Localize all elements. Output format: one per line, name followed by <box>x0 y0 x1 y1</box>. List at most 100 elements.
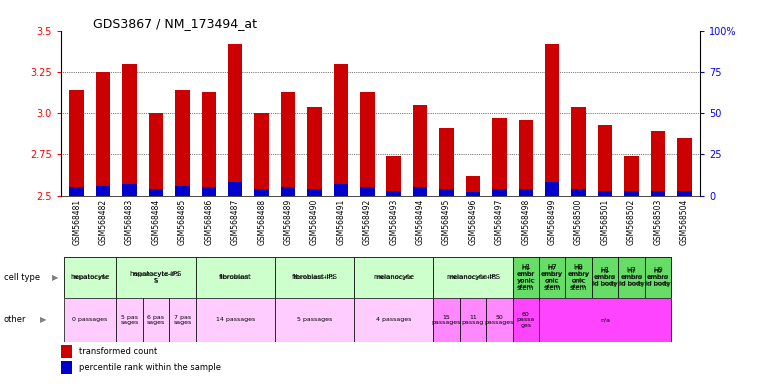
Bar <box>63 257 116 298</box>
Text: H9
embry
onic
stem: H9 embry onic stem <box>568 264 590 291</box>
Bar <box>539 257 565 298</box>
Bar <box>387 190 401 195</box>
Text: melanocyte: melanocyte <box>375 275 412 280</box>
Bar <box>513 298 539 342</box>
Text: GSM568486: GSM568486 <box>204 199 213 245</box>
Bar <box>597 125 613 195</box>
Text: 7 pas
sages: 7 pas sages <box>174 314 192 325</box>
Bar <box>651 190 665 195</box>
Bar <box>572 106 586 195</box>
Text: GSM568489: GSM568489 <box>284 199 292 245</box>
Bar <box>492 189 507 195</box>
Bar <box>413 187 428 195</box>
Bar <box>96 185 110 195</box>
Text: GSM568493: GSM568493 <box>389 199 398 245</box>
Bar <box>61 345 72 358</box>
Bar <box>677 138 692 195</box>
Text: GSM568499: GSM568499 <box>548 199 557 245</box>
Bar <box>116 298 143 342</box>
Text: GSM568483: GSM568483 <box>125 199 134 245</box>
Text: H9
embry
onic
stem: H9 embry onic stem <box>568 266 589 289</box>
Text: fibroblast: fibroblast <box>218 275 252 280</box>
Bar <box>61 361 72 374</box>
Text: H7
embro
id body: H7 embro id body <box>619 267 645 288</box>
Bar <box>196 298 275 342</box>
Bar <box>387 156 401 195</box>
Bar <box>565 257 592 298</box>
Bar <box>123 64 137 195</box>
Text: H1
embro
id body: H1 embro id body <box>592 267 618 288</box>
Text: GSM568484: GSM568484 <box>151 199 161 245</box>
Bar <box>439 189 454 195</box>
Text: n/a: n/a <box>600 318 610 323</box>
Bar <box>433 257 513 298</box>
Text: melanocyte-IPS: melanocyte-IPS <box>448 275 498 280</box>
Bar <box>354 298 433 342</box>
Text: fibroblast-IPS: fibroblast-IPS <box>294 275 335 280</box>
Bar <box>275 298 354 342</box>
Bar <box>439 128 454 195</box>
Bar <box>175 90 189 195</box>
Text: GSM568495: GSM568495 <box>442 199 451 245</box>
Text: melanocyte-IPS: melanocyte-IPS <box>446 275 500 280</box>
Bar <box>433 257 513 298</box>
Bar <box>228 44 243 195</box>
Bar <box>123 184 137 195</box>
Text: GSM568491: GSM568491 <box>336 199 345 245</box>
Bar <box>651 131 665 195</box>
Text: fibroblast: fibroblast <box>221 275 250 280</box>
Text: GSM568496: GSM568496 <box>469 199 477 245</box>
Bar <box>645 257 671 298</box>
Text: transformed count: transformed count <box>79 347 157 356</box>
Text: H7
embro
id body: H7 embro id body <box>619 269 643 286</box>
Text: 50
passages: 50 passages <box>485 314 514 325</box>
Text: ▶: ▶ <box>40 316 46 324</box>
Text: GSM568490: GSM568490 <box>310 199 319 245</box>
Text: H7
embry
onic
stem: H7 embry onic stem <box>541 264 563 291</box>
Text: GSM568492: GSM568492 <box>363 199 372 245</box>
Text: ▶: ▶ <box>52 273 59 282</box>
Text: 4 passages: 4 passages <box>376 318 412 323</box>
Bar <box>460 298 486 342</box>
Bar <box>433 298 460 342</box>
Bar <box>228 182 243 195</box>
Text: H9
embro
id body: H9 embro id body <box>645 267 670 288</box>
Bar <box>360 187 374 195</box>
Text: GSM568487: GSM568487 <box>231 199 240 245</box>
Text: hepatocyte-iPS
S: hepatocyte-iPS S <box>132 272 180 283</box>
Bar <box>333 184 348 195</box>
Bar <box>618 257 645 298</box>
Bar <box>466 192 480 195</box>
Bar <box>618 257 645 298</box>
Bar <box>624 156 638 195</box>
Text: GSM568500: GSM568500 <box>574 199 583 245</box>
Text: GSM568488: GSM568488 <box>257 199 266 245</box>
Bar <box>281 187 295 195</box>
Bar <box>333 64 348 195</box>
Text: GDS3867 / NM_173494_at: GDS3867 / NM_173494_at <box>93 17 257 30</box>
Text: H9
embro
id body: H9 embro id body <box>646 269 670 286</box>
Bar <box>169 298 196 342</box>
Text: hepatocyte-iPS
S: hepatocyte-iPS S <box>130 271 182 284</box>
Bar <box>466 176 480 195</box>
Bar <box>148 189 164 195</box>
Bar <box>624 190 638 195</box>
Bar <box>202 92 216 195</box>
Bar <box>513 257 539 298</box>
Text: H1
embro
id body: H1 embro id body <box>594 269 616 286</box>
Bar <box>175 185 189 195</box>
Text: GSM568481: GSM568481 <box>72 199 81 245</box>
Bar <box>254 113 269 195</box>
Bar <box>518 189 533 195</box>
Text: 14 passages: 14 passages <box>215 318 255 323</box>
Bar <box>518 120 533 195</box>
Bar <box>116 257 196 298</box>
Text: cell type: cell type <box>4 273 40 282</box>
Text: 11
passag: 11 passag <box>462 314 484 325</box>
Bar <box>539 257 565 298</box>
Bar <box>486 298 513 342</box>
Bar <box>143 298 169 342</box>
Text: 15
passages: 15 passages <box>431 314 461 325</box>
Bar <box>69 187 84 195</box>
Text: H7
embry
onic
stem: H7 embry onic stem <box>542 266 562 289</box>
